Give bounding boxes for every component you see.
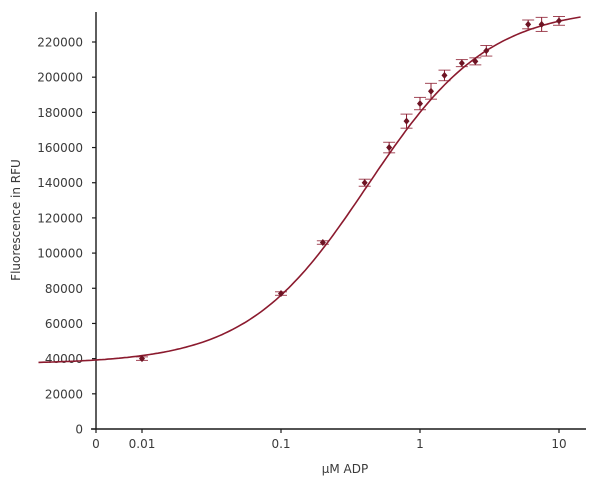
x-axis-label: µM ADP — [322, 462, 369, 476]
diamond-marker — [525, 20, 532, 28]
diamond-marker — [472, 57, 479, 65]
diamond-marker — [428, 87, 435, 95]
y-tick-label: 160000 — [37, 141, 83, 155]
x-tick-label: 10 — [551, 437, 566, 451]
diamond-marker — [319, 239, 326, 247]
x-tick-label: 0 — [92, 437, 100, 451]
diamond-marker — [483, 47, 490, 55]
data-points — [136, 15, 565, 363]
data-point — [535, 16, 548, 32]
y-axis-label: Fluorescence in RFU — [9, 159, 23, 281]
y-tick-label: 80000 — [45, 282, 83, 296]
data-point — [275, 290, 287, 298]
y-tick-label: 220000 — [37, 36, 83, 50]
data-point — [383, 141, 396, 154]
diamond-marker — [386, 144, 393, 152]
y-tick-label: 120000 — [37, 211, 83, 225]
diamond-marker — [361, 179, 368, 187]
data-point — [400, 113, 413, 129]
data-point — [316, 239, 329, 247]
data-point — [358, 178, 371, 187]
data-point — [136, 355, 148, 363]
data-point — [438, 69, 451, 82]
diamond-marker — [139, 355, 145, 363]
diamond-marker — [403, 117, 410, 125]
y-tick-label: 60000 — [45, 317, 83, 331]
y-tick-label: 40000 — [45, 352, 83, 366]
y-tick-label: 140000 — [37, 176, 83, 190]
data-point — [469, 57, 482, 66]
data-point — [480, 45, 493, 57]
data-point — [455, 59, 468, 68]
diamond-marker — [417, 100, 423, 108]
diamond-marker — [556, 17, 562, 25]
x-tick-label: 0.01 — [129, 437, 156, 451]
diamond-marker — [278, 290, 284, 298]
x-tick-label: 1 — [416, 437, 424, 451]
y-tick-label: 0 — [75, 423, 83, 437]
data-point — [553, 15, 565, 26]
axes — [91, 12, 586, 430]
diamond-marker — [538, 20, 545, 28]
x-axis-ticks: 0 0.01 0.1 1 10 — [92, 429, 567, 451]
y-tick-label: 20000 — [45, 387, 83, 401]
y-axis-ticks: 0 20000 40000 60000 80000 100000 120000 140000 1… — [37, 36, 96, 437]
diamond-marker — [458, 59, 465, 67]
data-point — [522, 19, 535, 30]
diamond-marker — [441, 71, 448, 79]
y-tick-label: 180000 — [37, 106, 83, 120]
y-tick-label: 200000 — [37, 71, 83, 85]
data-point — [425, 82, 438, 100]
data-point — [414, 96, 426, 111]
fit-curve — [38, 16, 581, 364]
x-tick-label: 0.1 — [271, 437, 290, 451]
y-tick-label: 100000 — [37, 247, 83, 261]
